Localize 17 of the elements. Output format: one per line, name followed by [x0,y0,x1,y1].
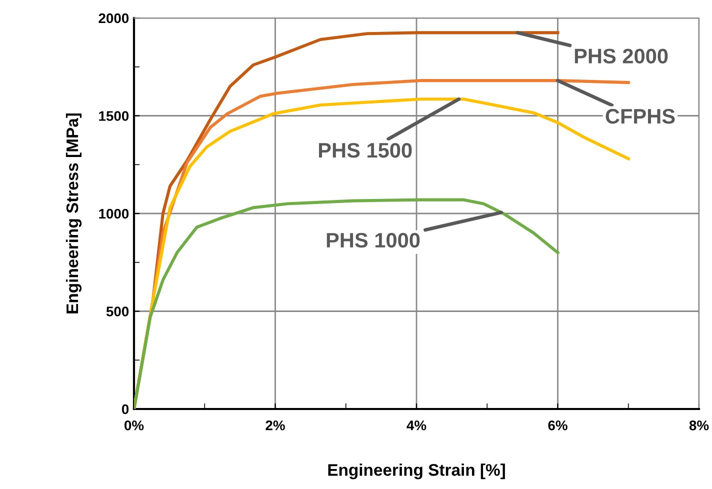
line-series [134,198,560,409]
series-label: PHS 1000 [326,232,420,248]
x-tick-label: 0% [124,420,144,430]
y-tick-label: 2000 [98,13,129,24]
y-tick-label: 500 [106,306,129,316]
x-tick-label: 4% [406,420,426,430]
x-tick-label: 2% [266,420,285,430]
y-axis-title: Engineering Stress [MPa] [66,113,82,314]
y-tick-label: 1000 [99,208,129,219]
x-axis-title: Engineering Strain [%] [328,464,505,480]
x-tick-label: 8% [689,420,709,430]
series-label: PHS 1500 [318,142,412,158]
series-label: PHS 2000 [574,48,668,64]
series-label: CFPHS [606,108,675,124]
y-tick-label: 1500 [99,111,129,121]
x-tick-label: 6% [548,420,568,430]
y-tick-label: 0 [122,404,129,414]
